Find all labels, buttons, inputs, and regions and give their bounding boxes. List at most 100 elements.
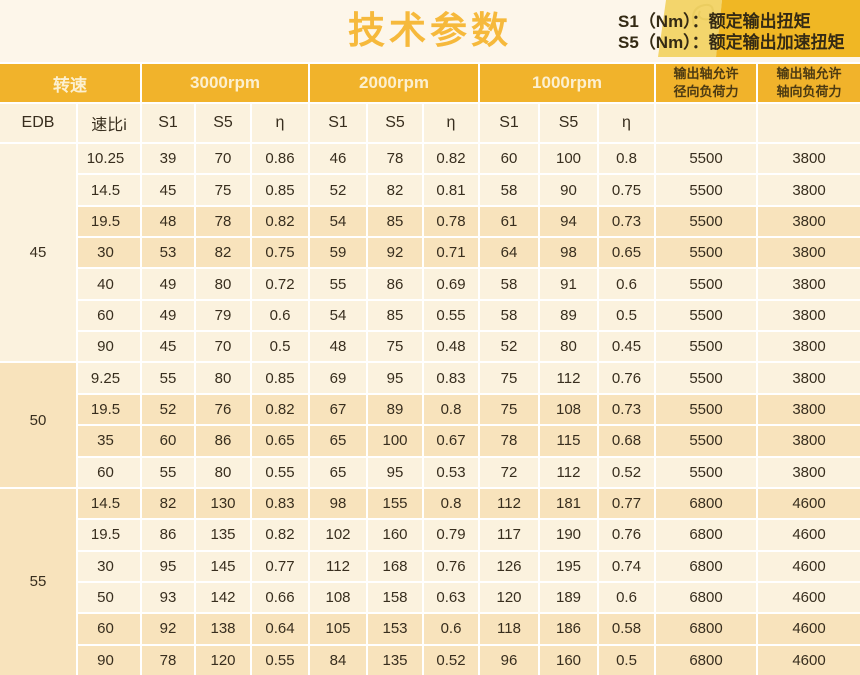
value-cell: 45 <box>142 175 194 205</box>
value-cell: 0.65 <box>252 426 308 456</box>
value-cell: 82 <box>142 488 194 519</box>
value-cell: 84 <box>310 645 366 675</box>
value-cell: 4600 <box>758 488 860 519</box>
value-cell: 80 <box>196 363 250 393</box>
value-cell: 0.66 <box>252 582 308 613</box>
value-cell: 6800 <box>656 645 756 675</box>
value-cell: 79 <box>196 300 250 331</box>
value-cell: 82 <box>368 175 422 205</box>
value-cell: 70 <box>196 332 250 362</box>
value-cell: 0.63 <box>424 582 478 613</box>
value-cell: 0.55 <box>252 645 308 675</box>
value-cell: 0.83 <box>424 363 478 393</box>
ratio-cell: 30 <box>78 551 140 581</box>
value-cell: 92 <box>142 614 194 644</box>
value-cell: 55 <box>310 269 366 299</box>
page-header: 技术参数 S1（Nm）：额定输出扭矩 S5（Nm）：额定输出加速扭矩 <box>0 0 860 62</box>
value-cell: 0.74 <box>599 551 654 581</box>
value-cell: 4600 <box>758 614 860 644</box>
value-cell: 85 <box>368 300 422 331</box>
value-cell: 102 <box>310 520 366 550</box>
value-cell: 117 <box>480 520 538 550</box>
value-cell: 95 <box>368 363 422 393</box>
value-cell: 181 <box>540 488 597 519</box>
value-cell: 52 <box>142 394 194 425</box>
value-cell: 86 <box>196 426 250 456</box>
value-cell: 52 <box>310 175 366 205</box>
ratio-cell: 90 <box>78 645 140 675</box>
value-cell: 120 <box>196 645 250 675</box>
value-cell: 0.6 <box>252 300 308 331</box>
value-cell: 0.5 <box>599 300 654 331</box>
edb-group-cell: 55 <box>0 488 76 675</box>
value-cell: 6800 <box>656 614 756 644</box>
column-group-header: 转速 <box>0 64 140 102</box>
value-cell: 98 <box>540 238 597 268</box>
value-cell: 130 <box>196 488 250 519</box>
value-cell: 90 <box>540 175 597 205</box>
value-cell: 158 <box>368 582 422 613</box>
value-cell: 65 <box>310 426 366 456</box>
sub-header-cell: S5 <box>196 104 250 142</box>
value-cell: 0.82 <box>252 206 308 237</box>
value-cell: 0.8 <box>424 488 478 519</box>
ratio-cell: 9.25 <box>78 363 140 393</box>
ratio-cell: 90 <box>78 332 140 362</box>
value-cell: 85 <box>368 206 422 237</box>
value-cell: 54 <box>310 206 366 237</box>
ratio-cell: 60 <box>78 457 140 487</box>
value-cell: 94 <box>540 206 597 237</box>
value-cell: 5500 <box>656 426 756 456</box>
value-cell: 112 <box>310 551 366 581</box>
sub-header-cell: EDB <box>0 104 76 142</box>
value-cell: 0.5 <box>252 332 308 362</box>
value-cell: 58 <box>480 269 538 299</box>
value-cell: 168 <box>368 551 422 581</box>
value-cell: 89 <box>540 300 597 331</box>
value-cell: 0.6 <box>424 614 478 644</box>
value-cell: 0.55 <box>252 457 308 487</box>
value-cell: 53 <box>142 238 194 268</box>
value-cell: 0.81 <box>424 175 478 205</box>
sub-header-cell: S1 <box>310 104 366 142</box>
ratio-cell: 35 <box>78 426 140 456</box>
value-cell: 0.75 <box>252 238 308 268</box>
sub-header-cell: S1 <box>480 104 538 142</box>
value-cell: 5500 <box>656 363 756 393</box>
value-cell: 92 <box>368 238 422 268</box>
column-group-header: 3000rpm <box>142 64 308 102</box>
value-cell: 76 <box>196 394 250 425</box>
value-cell: 54 <box>310 300 366 331</box>
value-cell: 82 <box>196 238 250 268</box>
value-cell: 3800 <box>758 426 860 456</box>
ratio-cell: 19.5 <box>78 520 140 550</box>
sub-header-cell: 速比i <box>78 104 140 142</box>
value-cell: 120 <box>480 582 538 613</box>
value-cell: 59 <box>310 238 366 268</box>
value-cell: 0.71 <box>424 238 478 268</box>
value-cell: 48 <box>142 206 194 237</box>
value-cell: 3800 <box>758 206 860 237</box>
sub-header-cell: S5 <box>540 104 597 142</box>
value-cell: 0.55 <box>424 300 478 331</box>
value-cell: 3800 <box>758 457 860 487</box>
value-cell: 3800 <box>758 394 860 425</box>
value-cell: 135 <box>368 645 422 675</box>
value-cell: 108 <box>540 394 597 425</box>
value-cell: 78 <box>196 206 250 237</box>
value-cell: 75 <box>480 394 538 425</box>
value-cell: 48 <box>310 332 366 362</box>
value-cell: 98 <box>310 488 366 519</box>
ratio-cell: 10.25 <box>78 144 140 174</box>
legend-line-s5: S5（Nm）：额定输出加速扭矩 <box>618 33 845 52</box>
value-cell: 0.76 <box>599 363 654 393</box>
value-cell: 3800 <box>758 300 860 331</box>
value-cell: 0.8 <box>424 394 478 425</box>
value-cell: 112 <box>540 457 597 487</box>
gold-ribbon <box>716 0 860 57</box>
value-cell: 115 <box>540 426 597 456</box>
value-cell: 0.76 <box>599 520 654 550</box>
value-cell: 5500 <box>656 269 756 299</box>
value-cell: 0.73 <box>599 394 654 425</box>
value-cell: 55 <box>142 363 194 393</box>
